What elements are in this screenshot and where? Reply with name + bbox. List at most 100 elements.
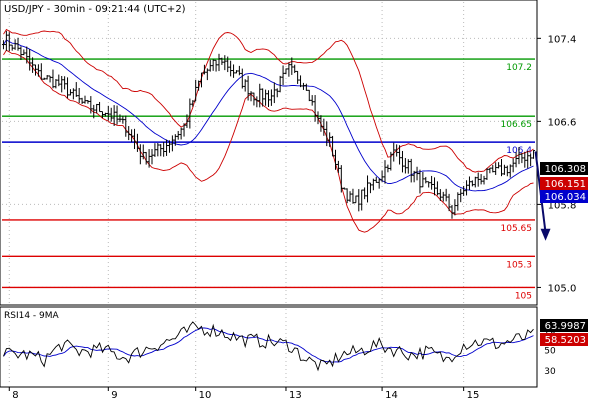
price-bar (223, 55, 227, 71)
x-tick-label: 9 (111, 390, 117, 400)
price-bar (48, 75, 52, 83)
price-bar (4, 30, 8, 51)
price-bar (226, 56, 230, 73)
price-bar (71, 88, 75, 100)
price-bar (517, 147, 521, 165)
price-bar (453, 199, 457, 216)
axis-tick-label: 105.0 (548, 283, 577, 294)
price-bar (473, 176, 477, 188)
axis-tick-label: 107.4 (548, 34, 577, 45)
price-bar (31, 57, 35, 73)
rsi-ma-value-bg (540, 333, 588, 346)
price-bar (444, 188, 448, 202)
price-bar (299, 75, 303, 88)
price-bar (51, 69, 55, 89)
price-bar (144, 151, 148, 165)
price-bar (170, 135, 174, 152)
price-bar (162, 141, 166, 157)
price-bar (287, 62, 291, 77)
price-bar (278, 75, 282, 93)
price-bar (100, 111, 104, 119)
price-bar (272, 82, 276, 104)
price-bar (121, 115, 125, 124)
price-bar (255, 96, 259, 108)
price-bars (1, 30, 536, 219)
price-bar (456, 192, 460, 211)
price-bar (470, 180, 474, 187)
price-bar (479, 174, 483, 185)
price-bar (214, 59, 218, 72)
rsi-value-bg (540, 319, 588, 332)
price-bar (138, 144, 142, 165)
price-bar (459, 188, 463, 203)
price-bar (532, 149, 536, 159)
price-bar (234, 70, 238, 74)
axis-tick-label: 106.6 (548, 117, 577, 128)
price-bar (494, 162, 498, 175)
price-bar (98, 101, 102, 113)
price-bar (127, 126, 131, 141)
price-bar (217, 53, 221, 72)
price-bar (80, 97, 84, 104)
level-label: 105.65 (501, 224, 533, 234)
price-bar (395, 144, 399, 157)
price-bar (333, 149, 337, 170)
price-bar (1, 40, 5, 50)
price-bar (182, 123, 186, 137)
price-bar (141, 144, 145, 160)
price-bar (520, 153, 524, 164)
price-bar (441, 191, 445, 202)
price-bar (191, 100, 195, 107)
price-bar (421, 171, 425, 188)
price-panel-frame (0, 0, 538, 306)
price-bar (363, 187, 367, 200)
level-label: 105.3 (506, 260, 532, 270)
price-bar (374, 176, 378, 183)
price-bar (304, 83, 308, 91)
price-bar (296, 70, 300, 84)
price-bar (211, 59, 215, 71)
bollinger-lower (3, 49, 534, 233)
price-bar (313, 95, 317, 122)
x-tick-label: 14 (385, 390, 398, 400)
price-bar (22, 49, 26, 56)
price-bar (354, 195, 358, 204)
price-bar (331, 135, 335, 157)
last-price-value: 106.308 (545, 164, 586, 175)
price-bar (281, 65, 285, 86)
price-bar (316, 111, 320, 125)
price-bar (133, 128, 137, 150)
axis-tick-label: 105.8 (548, 200, 577, 211)
price-bar (310, 95, 314, 106)
price-bar (339, 165, 343, 193)
price-bar (205, 68, 209, 81)
bb-lower-value: 106.034 (545, 192, 586, 203)
price-bar (66, 77, 70, 99)
price-bar (7, 32, 11, 52)
x-axis-labels: 8 9 10 13 14 15 (8, 387, 479, 400)
price-bar (33, 64, 37, 76)
price-bar (293, 64, 297, 74)
price-bar (42, 77, 46, 80)
price-bar (63, 76, 67, 90)
price-bar (377, 178, 381, 189)
price-bar (482, 175, 486, 185)
price-bar (249, 91, 253, 102)
price-bar (19, 46, 23, 61)
price-bar (115, 105, 119, 125)
price-bar (336, 160, 340, 173)
price-bar (237, 65, 241, 76)
price-bar (380, 170, 384, 182)
price-bar (409, 158, 413, 183)
price-bar (267, 90, 270, 108)
price-bar (153, 143, 157, 157)
price-bar (400, 150, 404, 173)
price-bar (74, 82, 78, 97)
price-bar (103, 112, 107, 117)
price-bar (447, 193, 451, 212)
price-bar (258, 83, 262, 108)
rsi-tick-label: 30 (544, 367, 556, 377)
